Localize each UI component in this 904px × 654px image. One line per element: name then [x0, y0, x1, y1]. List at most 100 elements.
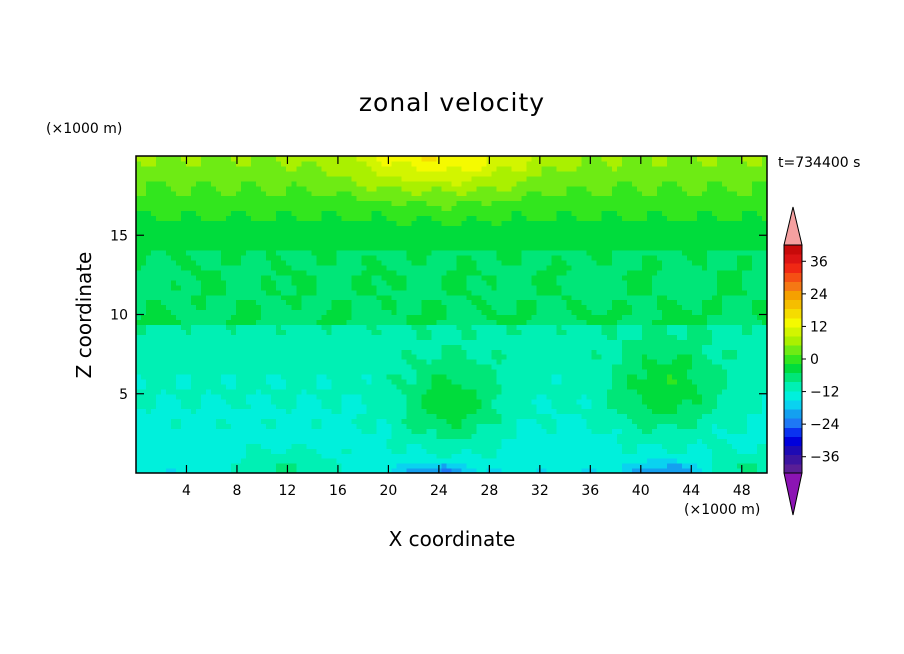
- field-cell: [731, 329, 738, 335]
- field-cell: [346, 378, 352, 385]
- field-cell: [391, 344, 398, 350]
- field-cell: [666, 294, 673, 301]
- field-cell: [351, 329, 357, 335]
- field-cell: [536, 364, 543, 370]
- field-cell: [361, 433, 367, 439]
- field-cell: [741, 428, 748, 434]
- field-cell: [691, 373, 698, 380]
- field-cell: [621, 433, 628, 439]
- field-cell: [691, 408, 698, 415]
- field-cell: [256, 339, 262, 345]
- field-cell: [611, 403, 618, 410]
- field-cell: [336, 403, 342, 410]
- field-cell: [631, 284, 638, 291]
- field-cell: [151, 458, 157, 464]
- field-cell: [396, 388, 403, 395]
- field-cell: [516, 398, 523, 405]
- field-cell: [261, 279, 267, 286]
- field-cell: [301, 403, 307, 410]
- field-cell: [381, 373, 387, 380]
- field-cell: [626, 344, 633, 350]
- field-cell: [611, 339, 618, 345]
- field-cell: [481, 309, 488, 316]
- field-cell: [276, 319, 282, 325]
- field-cell: [761, 428, 768, 434]
- field-cell: [211, 423, 217, 430]
- field-cell: [671, 279, 678, 286]
- field-cell: [561, 453, 568, 459]
- field-cell: [506, 344, 513, 350]
- field-cell: [601, 458, 608, 464]
- field-cell: [751, 423, 758, 430]
- field-cell: [171, 334, 177, 340]
- field-cell: [756, 339, 763, 345]
- field-cell: [491, 468, 498, 474]
- field-cell: [621, 329, 628, 335]
- field-cell: [691, 423, 698, 430]
- field-cell: [661, 324, 668, 330]
- field-cell: [166, 413, 172, 420]
- field-cell: [551, 468, 558, 474]
- field-cell: [301, 418, 307, 425]
- field-cell: [376, 438, 382, 444]
- field-cell: [156, 304, 162, 311]
- field-cell: [161, 349, 167, 355]
- field-cell: [621, 349, 628, 355]
- field-cell: [421, 468, 428, 474]
- field-cell: [626, 388, 633, 395]
- field-cell: [386, 289, 393, 296]
- field-cell: [451, 324, 458, 330]
- field-cell: [481, 349, 488, 355]
- field-cell: [711, 453, 718, 459]
- field-cell: [261, 443, 267, 449]
- field-cell: [676, 368, 683, 375]
- field-cell: [411, 428, 418, 434]
- field-cell: [396, 339, 403, 345]
- field-cell: [446, 304, 453, 311]
- field-cell: [311, 378, 317, 385]
- field-cell: [631, 329, 638, 335]
- field-cell: [651, 289, 658, 296]
- field-cell: [551, 463, 558, 469]
- field-cell: [451, 299, 458, 306]
- field-cell: [686, 418, 693, 425]
- field-cell: [486, 274, 493, 281]
- field-cell: [641, 284, 648, 291]
- field-cell: [151, 398, 157, 405]
- field-cell: [326, 413, 332, 420]
- field-cell: [231, 309, 237, 316]
- field-cell: [461, 329, 468, 335]
- field-cell: [136, 319, 142, 325]
- field-cell: [216, 324, 222, 330]
- field-cell: [151, 324, 157, 330]
- field-cell: [541, 329, 548, 335]
- field-cell: [261, 468, 267, 474]
- field-cell: [181, 368, 187, 375]
- field-cell: [461, 383, 468, 390]
- field-cell: [541, 319, 548, 325]
- field-cell: [591, 294, 598, 301]
- field-cell: [686, 319, 693, 325]
- field-cell: [491, 443, 498, 449]
- field-cell: [756, 428, 763, 434]
- field-cell: [746, 299, 753, 306]
- field-cell: [226, 413, 232, 420]
- field-cell: [456, 398, 463, 405]
- field-cell: [326, 334, 332, 340]
- field-cell: [311, 403, 317, 410]
- field-cell: [236, 388, 242, 395]
- field-cell: [621, 378, 628, 385]
- field-cell: [426, 433, 433, 439]
- field-cell: [671, 403, 678, 410]
- field-cell: [406, 398, 413, 405]
- field-cell: [731, 314, 738, 321]
- field-cell: [636, 388, 643, 395]
- field-cell: [406, 393, 413, 400]
- field-cell: [236, 359, 242, 365]
- field-cell: [691, 398, 698, 405]
- field-cell: [486, 383, 493, 390]
- field-cell: [561, 354, 568, 360]
- field-cell: [541, 378, 548, 385]
- field-cell: [321, 329, 327, 335]
- field-cell: [161, 329, 167, 335]
